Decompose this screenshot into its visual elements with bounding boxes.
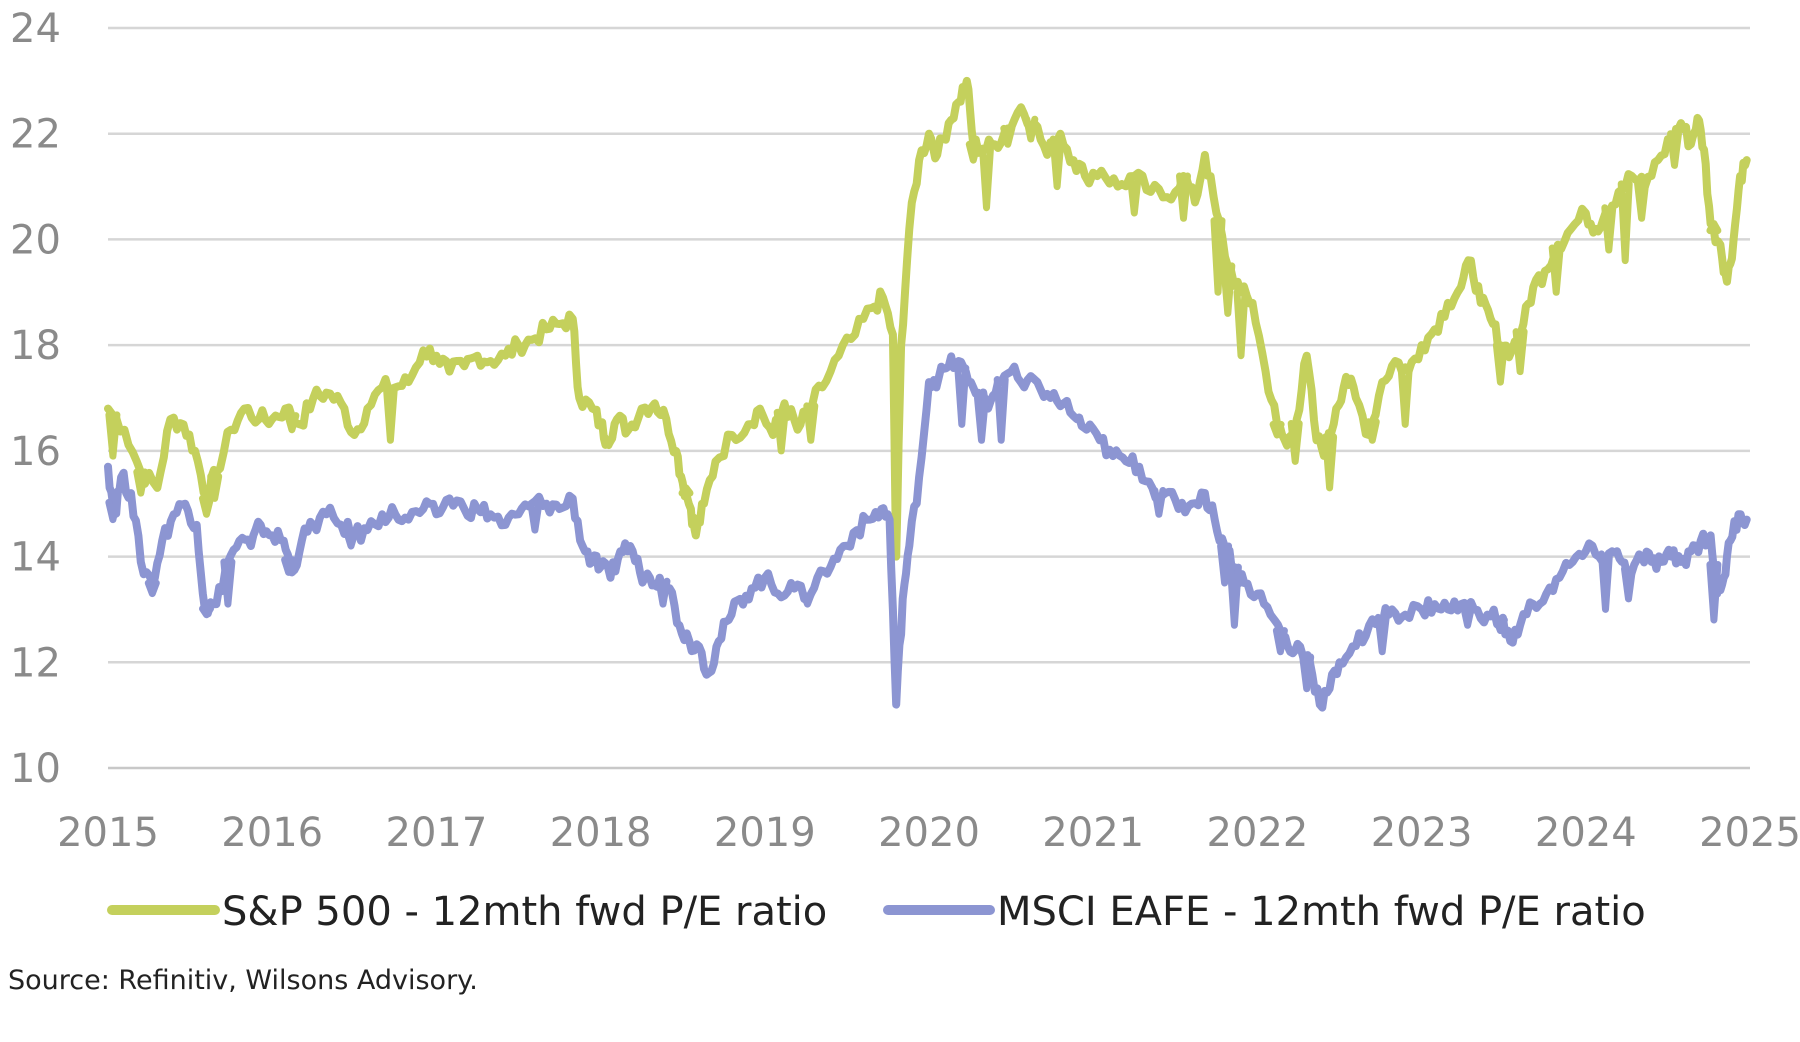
series-dip-sp500 xyxy=(979,144,994,212)
series-dip-sp500 xyxy=(1023,115,1039,143)
series-dip-msci-eafe xyxy=(199,605,214,619)
gridlines xyxy=(108,26,1750,770)
series-dip-msci-eafe xyxy=(1706,561,1722,624)
series-dip-sp500 xyxy=(1706,220,1722,235)
series-dip-msci-eafe xyxy=(1272,627,1288,656)
y-tick-label: 12 xyxy=(10,640,61,686)
legend: S&P 500 - 12mth fwd P/E ratio MSCI EAFE … xyxy=(107,889,1646,935)
series-dip-msci-eafe xyxy=(144,579,160,598)
series-line-sp500 xyxy=(104,76,1751,561)
series-dip-sp500 xyxy=(1397,365,1413,428)
series-dip-sp500 xyxy=(601,433,617,450)
x-tick-label: 2018 xyxy=(550,810,652,856)
series-dip-msci-eafe xyxy=(1460,603,1476,629)
series-dip-sp500 xyxy=(1667,130,1682,169)
series-dip-msci-eafe xyxy=(1226,563,1242,629)
series-dip-sp500 xyxy=(105,411,121,460)
source-note: Source: Refinitiv, Wilsons Advisory. xyxy=(8,965,478,996)
series-dip-msci-eafe xyxy=(655,577,671,608)
series-dip-sp500 xyxy=(1512,328,1528,376)
x-tick-label: 2024 xyxy=(1535,810,1637,856)
series-dip-sp500 xyxy=(1548,244,1564,296)
series-dip-msci-eafe xyxy=(1151,487,1167,518)
series-dip-sp500 xyxy=(1049,135,1065,191)
plot-area xyxy=(104,76,1751,712)
y-tick-label: 10 xyxy=(10,746,61,792)
series-dip-msci-eafe xyxy=(1621,565,1636,603)
series-dip-msci-eafe xyxy=(527,500,543,534)
series-dip-sp500 xyxy=(1126,172,1142,217)
y-axis-tick-labels: 10 12 14 16 18 20 22 24 xyxy=(10,6,61,792)
series-dip-sp500 xyxy=(1601,204,1617,254)
series-dip-msci-eafe xyxy=(1217,542,1233,587)
series-dip-msci-eafe xyxy=(800,590,815,608)
x-tick-label: 2019 xyxy=(714,810,816,856)
x-tick-label: 2025 xyxy=(1699,810,1800,856)
y-tick-label: 18 xyxy=(10,323,61,369)
series-dip-msci-eafe xyxy=(1598,550,1613,613)
series-dip-sp500 xyxy=(773,408,789,455)
series-dip-sp500 xyxy=(1176,172,1191,222)
legend-label-sp500: S&P 500 - 12mth fwd P/E ratio xyxy=(222,889,827,935)
series-dip-msci-eafe xyxy=(974,394,989,444)
series-dip-sp500 xyxy=(678,484,694,497)
x-tick-label: 2015 xyxy=(57,810,159,856)
series-dip-sp500 xyxy=(1322,433,1338,492)
series-dip-msci-eafe xyxy=(954,364,970,428)
legend-label-msci-eafe: MSCI EAFE - 12mth fwd P/E ratio xyxy=(997,889,1646,935)
series-dip-sp500 xyxy=(1000,124,1016,148)
series-dip-sp500 xyxy=(1210,217,1226,296)
series-dip-sp500 xyxy=(207,472,223,502)
series-dip-sp500 xyxy=(199,494,214,518)
series-dip-msci-eafe xyxy=(281,556,297,576)
series-dip-sp500 xyxy=(1220,262,1236,317)
series-dip-sp500 xyxy=(1233,288,1249,360)
x-tick-label: 2017 xyxy=(386,810,488,856)
x-tick-label: 2022 xyxy=(1207,810,1309,856)
series-dip-sp500 xyxy=(1492,341,1508,386)
series-dip-sp500 xyxy=(1287,420,1303,465)
series-dip-msci-eafe xyxy=(1374,613,1390,656)
x-tick-label: 2020 xyxy=(878,810,980,856)
x-axis-tick-labels: 2015 2016 2017 2018 2019 2020 2021 2022 2023 2024… xyxy=(57,810,1800,856)
y-tick-label: 20 xyxy=(10,217,61,263)
series-dip-sp500 xyxy=(1364,418,1380,444)
x-tick-label: 2023 xyxy=(1371,810,1473,856)
y-tick-label: 14 xyxy=(10,535,61,581)
x-tick-label: 2021 xyxy=(1042,810,1144,856)
series-dip-msci-eafe xyxy=(343,529,359,550)
series-dip-sp500 xyxy=(284,412,300,434)
x-tick-label: 2016 xyxy=(221,810,323,856)
series-dip-msci-eafe xyxy=(1299,653,1315,693)
series-dip-msci-eafe xyxy=(105,498,121,524)
series-dip-sp500 xyxy=(382,383,398,444)
series-dip-msci-eafe xyxy=(993,376,1009,444)
series-dip-sp500 xyxy=(803,402,819,444)
series-dip-sp500 xyxy=(133,468,149,497)
series-dip-sp500 xyxy=(1617,180,1633,265)
series-dip-sp500 xyxy=(1269,420,1285,439)
y-tick-label: 16 xyxy=(10,429,61,475)
series-dip-msci-eafe xyxy=(1492,616,1508,635)
series-dip-msci-eafe xyxy=(220,558,236,608)
series-dip-sp500 xyxy=(1634,180,1650,222)
series-dip-sp500 xyxy=(965,140,981,164)
y-tick-label: 24 xyxy=(10,6,61,52)
y-tick-label: 22 xyxy=(10,112,61,158)
